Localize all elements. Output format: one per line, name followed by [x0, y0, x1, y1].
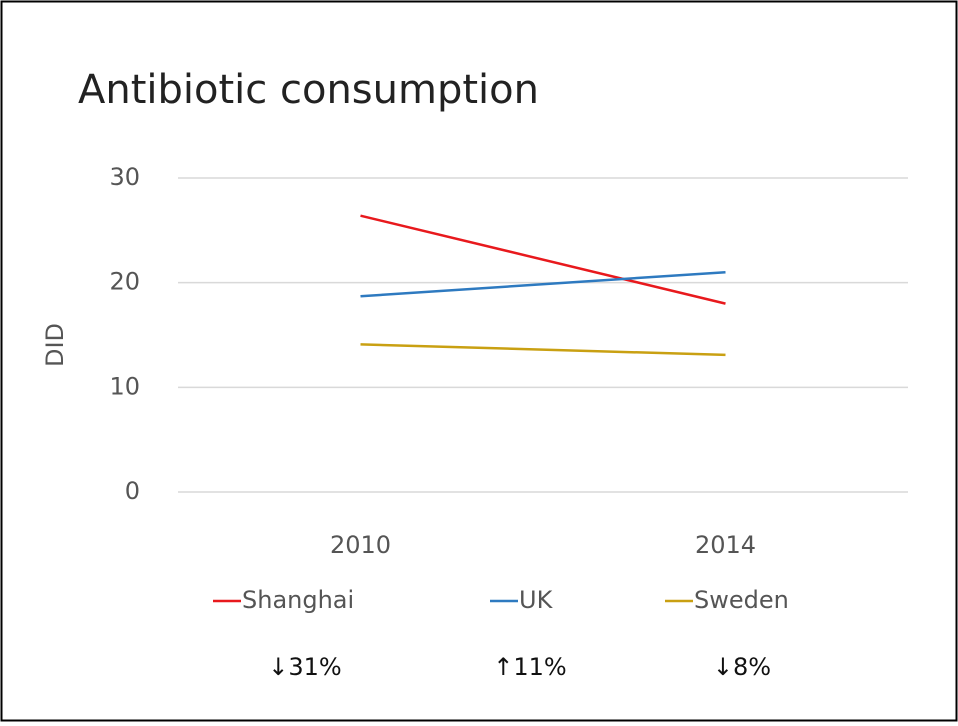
- y-tick-label: 0: [125, 477, 140, 505]
- series-line: [360, 270, 726, 298]
- chart-title: Antibiotic consumption: [78, 67, 539, 113]
- x-tick-label: 2010: [330, 531, 391, 559]
- legend-label: UK: [519, 586, 554, 614]
- y-tick-label: 10: [109, 372, 140, 400]
- legend-label: Sweden: [694, 586, 789, 614]
- series-line: [360, 343, 726, 357]
- annotation: ↓31%: [268, 653, 341, 681]
- annotation: ↑11%: [493, 653, 566, 681]
- y-tick-label: 30: [109, 163, 140, 191]
- y-tick-label: 20: [109, 268, 140, 296]
- legend-label: Shanghai: [242, 586, 354, 614]
- series-line: [360, 214, 726, 305]
- x-tick-label: 2014: [695, 531, 756, 559]
- y-axis-label: DID: [41, 323, 69, 367]
- annotation: ↓8%: [713, 653, 771, 681]
